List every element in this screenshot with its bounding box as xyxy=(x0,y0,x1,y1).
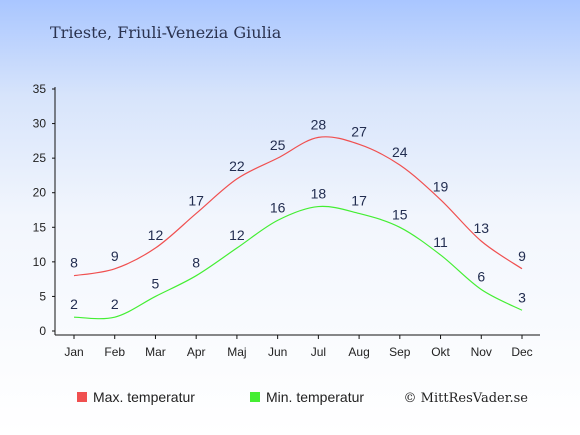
y-tick-label: 10 xyxy=(33,255,47,269)
data-label-max: 28 xyxy=(311,116,327,132)
y-tick-label: 35 xyxy=(33,82,47,96)
data-label-max: 17 xyxy=(188,192,204,208)
data-label-max: 12 xyxy=(148,227,164,243)
data-label-max: 13 xyxy=(473,220,489,236)
data-label-max: 22 xyxy=(229,158,245,174)
data-label-min: 11 xyxy=(433,234,448,250)
x-tick-label: Nov xyxy=(471,345,492,359)
data-label-min: 16 xyxy=(270,199,286,215)
x-tick-label: Okt xyxy=(431,345,450,359)
y-tick-label: 25 xyxy=(33,151,47,165)
x-tick-label: Apr xyxy=(187,345,206,359)
y-tick-label: 15 xyxy=(33,220,47,234)
data-label-max: 9 xyxy=(518,248,526,264)
y-tick-label: 20 xyxy=(33,186,47,200)
legend-swatch-max xyxy=(77,392,87,402)
series-line-max xyxy=(73,136,523,277)
data-label-max: 19 xyxy=(433,179,449,195)
legend-swatch-min xyxy=(250,392,260,402)
legend-label-min: Min. temperatur xyxy=(266,389,364,405)
series-curves xyxy=(73,136,523,320)
data-label-min: 6 xyxy=(477,269,485,285)
x-tick-label: Dec xyxy=(511,345,532,359)
data-label-min: 8 xyxy=(192,255,200,271)
y-tick-label: 0 xyxy=(39,324,46,338)
y-tick-label: 5 xyxy=(39,289,46,303)
data-label-max: 27 xyxy=(351,123,367,139)
x-tick-label: Jan xyxy=(64,345,83,359)
credit-text: © MittResVader.se xyxy=(404,391,529,406)
series-line-min xyxy=(73,205,523,320)
data-label-min: 18 xyxy=(311,186,327,202)
data-label-min: 2 xyxy=(70,296,78,312)
data-label-min: 12 xyxy=(229,227,245,243)
x-tick-label: Feb xyxy=(104,345,125,359)
chart-title: Trieste, Friuli-Venezia Giulia xyxy=(50,23,282,42)
data-label-max: 9 xyxy=(111,248,119,264)
data-label-max: 8 xyxy=(70,255,78,271)
data-label-max: 25 xyxy=(270,137,286,153)
x-tick-label: Jul xyxy=(311,345,326,359)
data-label-min: 2 xyxy=(111,296,119,312)
x-tick-label: Jun xyxy=(268,345,287,359)
x-tick-label: Sep xyxy=(389,345,411,359)
data-label-max: 24 xyxy=(392,144,408,160)
data-label-min: 3 xyxy=(518,289,526,305)
legend: Max. temperatur Min. temperatur xyxy=(77,389,364,405)
x-tick-label: Maj xyxy=(227,345,246,359)
x-tick-label: Aug xyxy=(348,345,369,359)
y-tick-label: 30 xyxy=(33,117,47,131)
data-label-min: 17 xyxy=(351,192,367,208)
data-label-min: 5 xyxy=(152,275,160,291)
x-tick-label: Mar xyxy=(145,345,166,359)
data-label-min: 15 xyxy=(392,206,408,222)
legend-label-max: Max. temperatur xyxy=(93,389,195,405)
